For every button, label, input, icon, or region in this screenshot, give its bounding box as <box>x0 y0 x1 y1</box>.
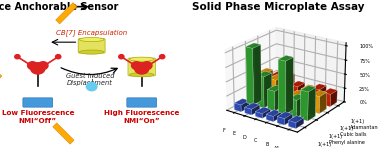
Ellipse shape <box>79 50 104 54</box>
Ellipse shape <box>79 37 104 42</box>
Title: Solid Phase Microplate Assay: Solid Phase Microplate Assay <box>192 2 364 12</box>
Circle shape <box>56 55 61 59</box>
FancyBboxPatch shape <box>53 123 74 144</box>
Circle shape <box>15 55 20 59</box>
Circle shape <box>142 62 152 69</box>
FancyBboxPatch shape <box>78 39 105 53</box>
Text: NMI“Off”: NMI“Off” <box>19 118 57 124</box>
FancyBboxPatch shape <box>128 58 156 76</box>
Circle shape <box>119 55 124 59</box>
Circle shape <box>160 55 165 59</box>
Circle shape <box>86 82 97 91</box>
Circle shape <box>130 58 153 77</box>
Text: NMI“On”: NMI“On” <box>124 118 160 124</box>
Text: Guest Induced
Displacement: Guest Induced Displacement <box>65 73 114 86</box>
Text: High Fluorescence: High Fluorescence <box>104 110 180 116</box>
Circle shape <box>28 62 37 69</box>
Text: CB[7] Encapsulation: CB[7] Encapsulation <box>56 29 127 36</box>
Ellipse shape <box>130 73 154 77</box>
Text: Low Fluorescence: Low Fluorescence <box>2 110 74 116</box>
Circle shape <box>31 63 45 74</box>
Text: Surface Anchorable Sensor: Surface Anchorable Sensor <box>0 2 118 12</box>
FancyBboxPatch shape <box>127 98 157 107</box>
Circle shape <box>132 62 141 69</box>
FancyBboxPatch shape <box>23 98 53 107</box>
FancyBboxPatch shape <box>0 72 2 94</box>
FancyBboxPatch shape <box>56 3 77 24</box>
Circle shape <box>135 63 149 74</box>
Ellipse shape <box>130 57 154 61</box>
Circle shape <box>38 62 48 69</box>
